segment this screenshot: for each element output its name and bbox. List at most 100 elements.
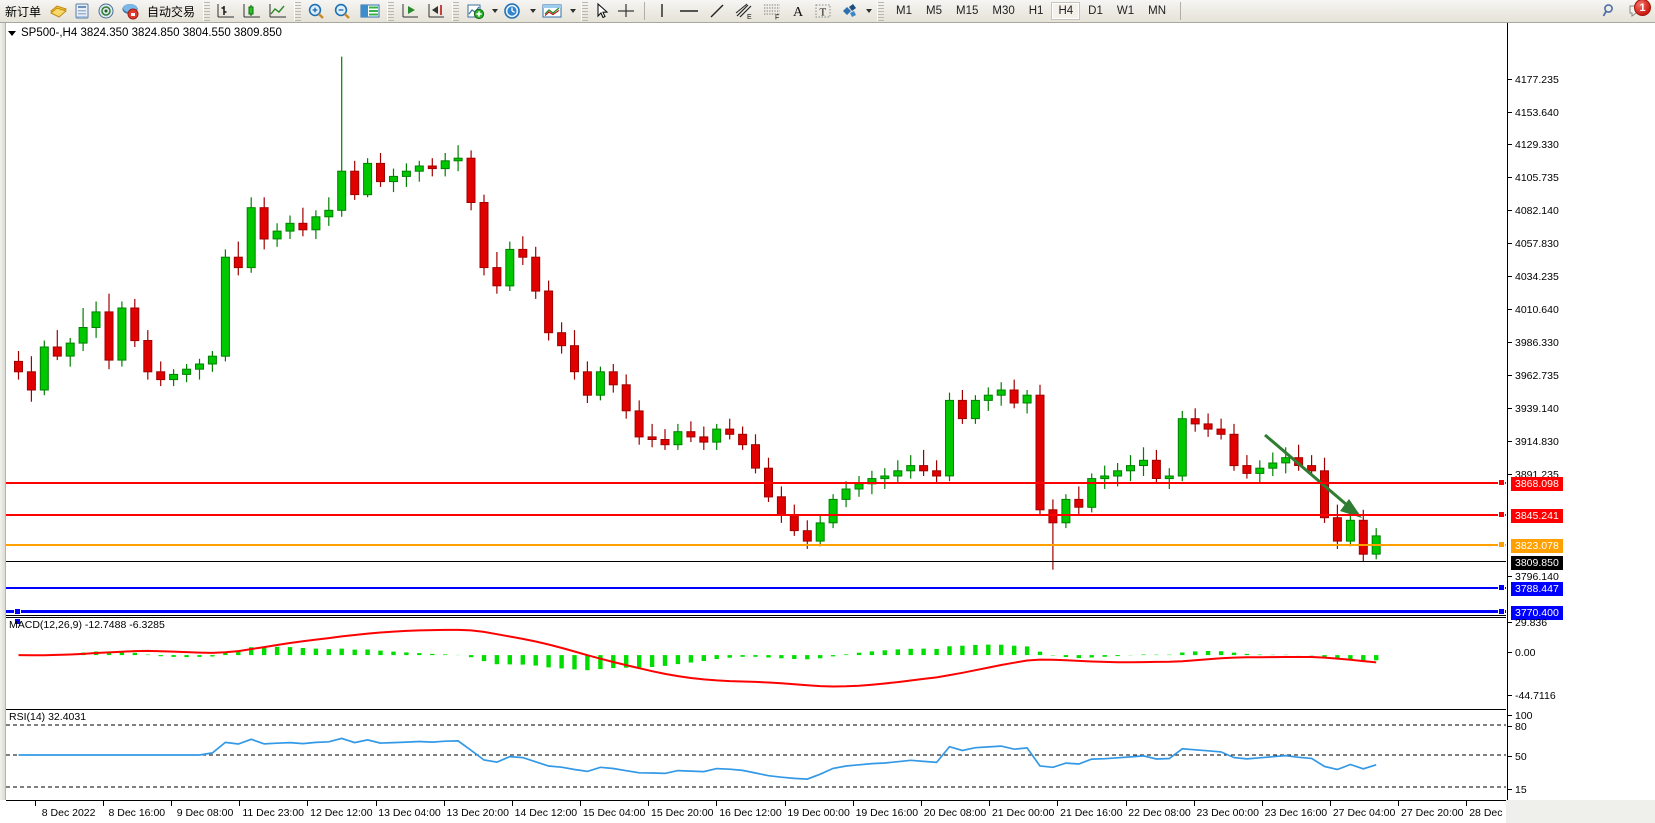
price-line-handle-3788[interactable]	[1498, 584, 1505, 591]
bar-chart-icon[interactable]	[213, 0, 239, 22]
timeframe-m5[interactable]: M5	[926, 5, 942, 17]
price-tick: 4057.830	[1508, 239, 1559, 249]
candlestick-chart-icon[interactable]	[239, 0, 265, 22]
price-line-3788[interactable]	[6, 587, 1506, 589]
time-axis-label: 14 Dec 12:00	[514, 807, 578, 819]
chart-area[interactable]: SP500-,H4 3824.350 3824.850 3804.550 380…	[0, 23, 1655, 823]
market-watch-icon[interactable]	[70, 0, 94, 22]
templates-icon[interactable]	[538, 0, 566, 22]
price-badge-resistance-2[interactable]: 3845.241	[1511, 509, 1563, 523]
time-axis-tick	[580, 801, 582, 806]
indicators-dropdown-caret[interactable]	[488, 0, 500, 22]
new-order-button[interactable]: 新订单	[0, 0, 46, 22]
shift-end-icon[interactable]	[397, 0, 423, 22]
timeframe-mn[interactable]: MN	[1148, 5, 1166, 17]
time-axis-tick	[511, 801, 513, 806]
price-tick: 3962.735	[1508, 371, 1559, 381]
time-axis-label: 19 Dec 00:00	[787, 807, 850, 819]
auto-trading-label: 自动交易	[147, 4, 196, 19]
data-window-icon[interactable]	[94, 0, 118, 22]
trendline-icon[interactable]	[704, 0, 730, 22]
price-line-handle-3845[interactable]	[1498, 511, 1505, 518]
price-line-3809[interactable]	[6, 561, 1506, 562]
price-tick: 4105.735	[1508, 173, 1559, 183]
templates-dropdown-caret[interactable]	[566, 0, 578, 22]
price-badge-resistance-1[interactable]: 3868.098	[1511, 477, 1563, 491]
auto-trading-icon[interactable]	[118, 0, 142, 22]
vertical-line-icon[interactable]	[650, 0, 674, 22]
rsi-tick: 50	[1508, 752, 1527, 762]
price-line-3823[interactable]	[6, 544, 1506, 546]
time-axis-tick	[1330, 801, 1332, 806]
period-icon[interactable]	[500, 0, 526, 22]
time-axis[interactable]: 8 Dec 2022 8 Dec 16:00 9 Dec 08:00 11 Dec 2…	[6, 800, 1532, 823]
period-dropdown-caret[interactable]	[526, 0, 538, 22]
shapes-dropdown-caret[interactable]	[862, 0, 874, 22]
horizontal-line-icon[interactable]	[674, 0, 704, 22]
price-tick: 4034.235	[1508, 272, 1559, 282]
timeframe-h4[interactable]: H4	[1051, 2, 1081, 20]
grid-icon[interactable]	[356, 0, 384, 22]
price-line-handle-rsi-top[interactable]	[14, 608, 21, 615]
price-line-3770-thin	[6, 615, 1506, 616]
price-tick: 3914.830	[1508, 437, 1559, 447]
text-icon[interactable]: A	[786, 0, 810, 22]
rsi-label: RSI(14) 32.4031	[9, 711, 87, 723]
indicators-icon[interactable]	[462, 0, 488, 22]
zoom-out-icon[interactable]	[330, 0, 356, 22]
price-line-handle-3770[interactable]	[1498, 608, 1505, 615]
shapes-icon[interactable]	[836, 0, 862, 22]
timeframe-w1[interactable]: W1	[1116, 5, 1135, 17]
price-line-handle-3868[interactable]	[1498, 479, 1505, 486]
toolbar-separator	[294, 1, 302, 21]
new-order-label: 新订单	[5, 4, 42, 19]
price-tick: 3939.140	[1508, 404, 1559, 414]
toolbar-separator	[877, 1, 885, 21]
time-axis-label: 27 Dec 04:00	[1332, 807, 1396, 819]
macd-pane-separator	[6, 617, 1506, 618]
fibonacci-icon[interactable]: F	[758, 0, 786, 22]
toolbar-separator	[581, 1, 589, 21]
zoom-in-icon[interactable]	[304, 0, 330, 22]
chevron-down-icon[interactable]	[8, 30, 16, 36]
price-line-3845[interactable]	[6, 514, 1506, 516]
timeframe-h1[interactable]: H1	[1028, 5, 1044, 17]
equidistant-channel-icon[interactable]: E	[730, 0, 758, 22]
price-line-handle-3823[interactable]	[1498, 541, 1505, 548]
timeframe-group: M1 M5 M15 M30 H1 H4 D1 W1 MN	[887, 0, 1175, 22]
timeframe-m1[interactable]: M1	[896, 5, 913, 17]
text-label-icon[interactable]: T	[810, 0, 836, 22]
time-axis-label: 21 Dec 16:00	[1060, 807, 1123, 819]
price-badge-support-2[interactable]: 3770.400	[1511, 606, 1563, 620]
time-axis-tick	[989, 801, 991, 806]
auto-trading-button[interactable]: 自动交易	[142, 0, 200, 22]
price-line-handle-macd-top[interactable]	[14, 618, 21, 625]
time-axis-tick	[34, 801, 36, 806]
time-axis-label: 13 Dec 20:00	[446, 807, 509, 819]
price-line-3770[interactable]	[6, 610, 1506, 613]
time-axis-label: 8 Dec 16:00	[108, 807, 166, 819]
candlestick-series	[14, 56, 1381, 570]
axis-corner	[1506, 800, 1655, 823]
macd-label: MACD(12,26,9) -12.7488 -6.3285	[9, 619, 165, 631]
time-axis-label: 13 Dec 04:00	[378, 807, 441, 819]
rsi-tick: 15	[1508, 785, 1527, 795]
price-badge-support-1[interactable]: 3788.447	[1511, 582, 1563, 596]
auto-scroll-icon[interactable]	[423, 0, 449, 22]
time-axis-tick	[852, 801, 854, 806]
search-icon[interactable]	[1599, 0, 1621, 22]
price-tick: 3986.330	[1508, 338, 1559, 348]
crosshair-icon[interactable]	[613, 0, 639, 22]
line-chart-icon[interactable]	[265, 0, 291, 22]
cursor-icon[interactable]	[591, 0, 613, 22]
price-axis[interactable]: 4177.235 4153.640 4129.330 4105.735 4082…	[1507, 23, 1655, 800]
timeframe-m30[interactable]: M30	[992, 5, 1015, 17]
timeframe-m15[interactable]: M15	[956, 5, 979, 17]
notification-icon[interactable]: 1	[1625, 0, 1651, 22]
timeframe-d1[interactable]: D1	[1088, 5, 1103, 17]
price-line-3868[interactable]	[6, 482, 1506, 484]
price-badge-pivot[interactable]: 3823.078	[1511, 539, 1563, 553]
profiles-icon[interactable]	[46, 0, 70, 22]
time-axis-label: 22 Dec 08:00	[1128, 807, 1191, 819]
macd-tick: 29.836	[1508, 618, 1547, 628]
